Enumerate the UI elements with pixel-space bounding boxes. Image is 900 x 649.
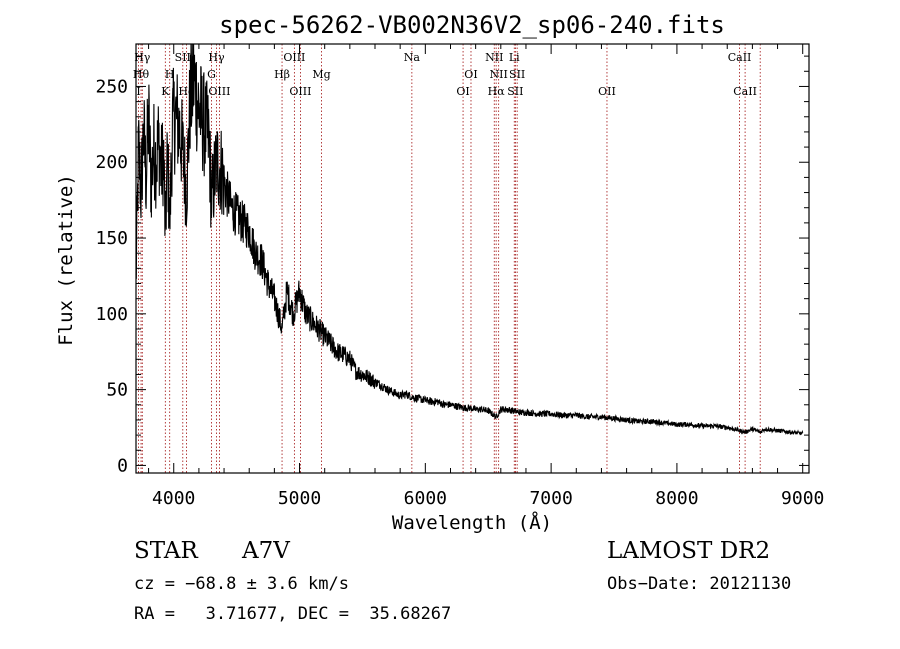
line-marker-label: Mg <box>312 68 330 81</box>
line-marker-label: H <box>165 68 175 81</box>
line-marker-label: OI <box>464 68 477 81</box>
spectrum-line <box>135 43 804 436</box>
x-tick-label: 6000 <box>404 488 447 509</box>
line-marker-label: OIII <box>283 51 305 64</box>
line-marker-label: OI <box>456 85 469 98</box>
coordinates: RA = 3.71677, DEC = 35.68267 <box>134 604 452 624</box>
y-tick-label: 50 <box>106 380 128 401</box>
line-marker-label: I <box>136 85 140 98</box>
object-subclass: A7V <box>242 538 290 564</box>
x-axis-label: Wavelength (Å) <box>392 511 552 534</box>
chart-title: spec-56262-VB002N36V2_sp06-240.fits <box>219 11 725 39</box>
y-tick-label: 250 <box>95 76 128 97</box>
line-marker-label: SII <box>175 51 191 64</box>
x-tick-label: 5000 <box>278 488 321 509</box>
line-marker-label: SII <box>507 85 523 98</box>
line-marker-label: K <box>161 85 170 98</box>
line-marker-label: Na <box>404 51 421 64</box>
y-axis-label: Flux (relative) <box>55 174 77 346</box>
line-marker-label: Hα <box>488 85 506 98</box>
line-marker-label: Li <box>509 51 520 64</box>
line-marker-label: NII <box>485 51 503 64</box>
object-class: STAR <box>134 538 198 564</box>
observation-date: Obs−Date: 20121130 <box>607 574 792 594</box>
line-marker-label: OII <box>598 85 616 98</box>
x-tick-label: 7000 <box>529 488 572 509</box>
spectral-line-markers <box>138 44 761 473</box>
line-marker-label: CaII <box>733 85 757 98</box>
line-marker-label: Hγ <box>134 51 151 64</box>
y-axis-ticks: 0 50 100 150 200 250 <box>95 55 809 476</box>
x-tick-label: 9000 <box>781 488 824 509</box>
x-tick-label: 4000 <box>152 488 195 509</box>
line-marker-label: OIII <box>208 85 230 98</box>
line-marker-label: CaII <box>728 51 752 64</box>
line-marker-label: NII <box>490 68 508 81</box>
x-tick-label: 8000 <box>655 488 698 509</box>
plot-frame <box>135 43 810 474</box>
redshift-info: cz = −68.8 ± 3.6 km/s <box>134 574 349 594</box>
line-marker-label: Hβ <box>274 68 290 81</box>
y-tick-label: 200 <box>95 152 128 173</box>
x-axis-ticks: 4000 5000 6000 7000 8000 9000 <box>148 44 824 509</box>
survey-name: LAMOST DR2 <box>607 538 771 564</box>
y-tick-label: 150 <box>95 228 128 249</box>
line-marker-label: G <box>207 68 216 81</box>
line-marker-label: OIII <box>289 85 311 98</box>
line-marker-label: Hγ <box>208 51 225 64</box>
y-tick-label: 100 <box>95 304 128 325</box>
y-tick-label: 0 <box>117 455 128 476</box>
line-marker-label: SII <box>509 68 525 81</box>
